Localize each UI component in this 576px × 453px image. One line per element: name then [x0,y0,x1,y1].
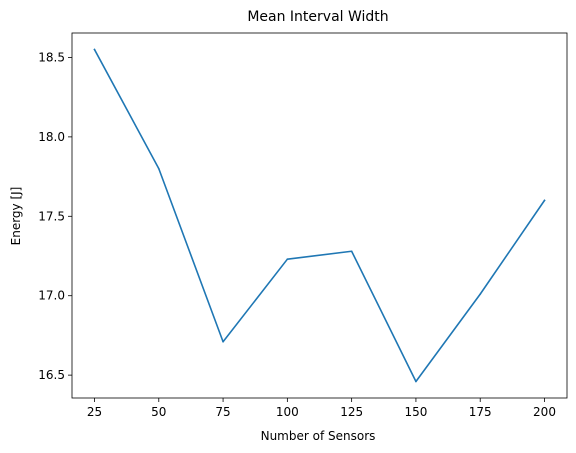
y-tick-label: 16.5 [38,368,65,382]
plot-frame [71,32,568,399]
data-point [479,293,482,295]
x-axis-label: Number of Sensors [261,429,376,443]
data-point [350,250,353,253]
y-axis-label: Energy [J] [9,187,23,246]
x-tick-label: 50 [151,405,166,419]
data-point [286,258,289,260]
x-tick-label: 75 [215,405,230,419]
y-tick-label: 18.0 [38,130,65,144]
chart-title: Mean Interval Width [247,9,388,25]
y-tick-label: 18.5 [38,50,65,64]
series-line [93,48,546,383]
data-point [93,48,96,51]
plot-area: 25 50 75 100 125 150 175 200 16.5 17.0 17.5 18.0 18.… [38,32,568,419]
data-layer [93,48,546,383]
x-tick-label: 200 [533,405,556,419]
y-tick-label: 17.0 [38,289,65,303]
data-point [543,199,546,202]
x-tick-label: 150 [404,405,427,419]
data-point [157,167,160,170]
ticks-layer: 25 50 75 100 125 150 175 200 16.5 17.0 17.5 18.0 18.… [38,50,556,419]
x-tick-label: 175 [469,405,492,419]
plot-background [72,33,567,398]
y-tick-label: 17.5 [38,209,65,223]
data-point [415,380,417,383]
x-tick-label: 125 [340,405,363,419]
data-point [222,340,224,343]
x-tick-label: 100 [276,405,299,419]
x-tick-label: 25 [87,405,102,419]
